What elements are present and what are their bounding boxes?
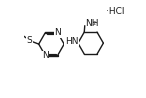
Text: $_2$: $_2$ (92, 20, 97, 28)
Text: NH: NH (85, 19, 99, 28)
Text: S: S (27, 36, 32, 45)
Text: ·HCl: ·HCl (106, 7, 124, 16)
Text: N: N (54, 28, 61, 37)
Text: HN: HN (65, 37, 78, 46)
Text: N: N (42, 51, 48, 60)
